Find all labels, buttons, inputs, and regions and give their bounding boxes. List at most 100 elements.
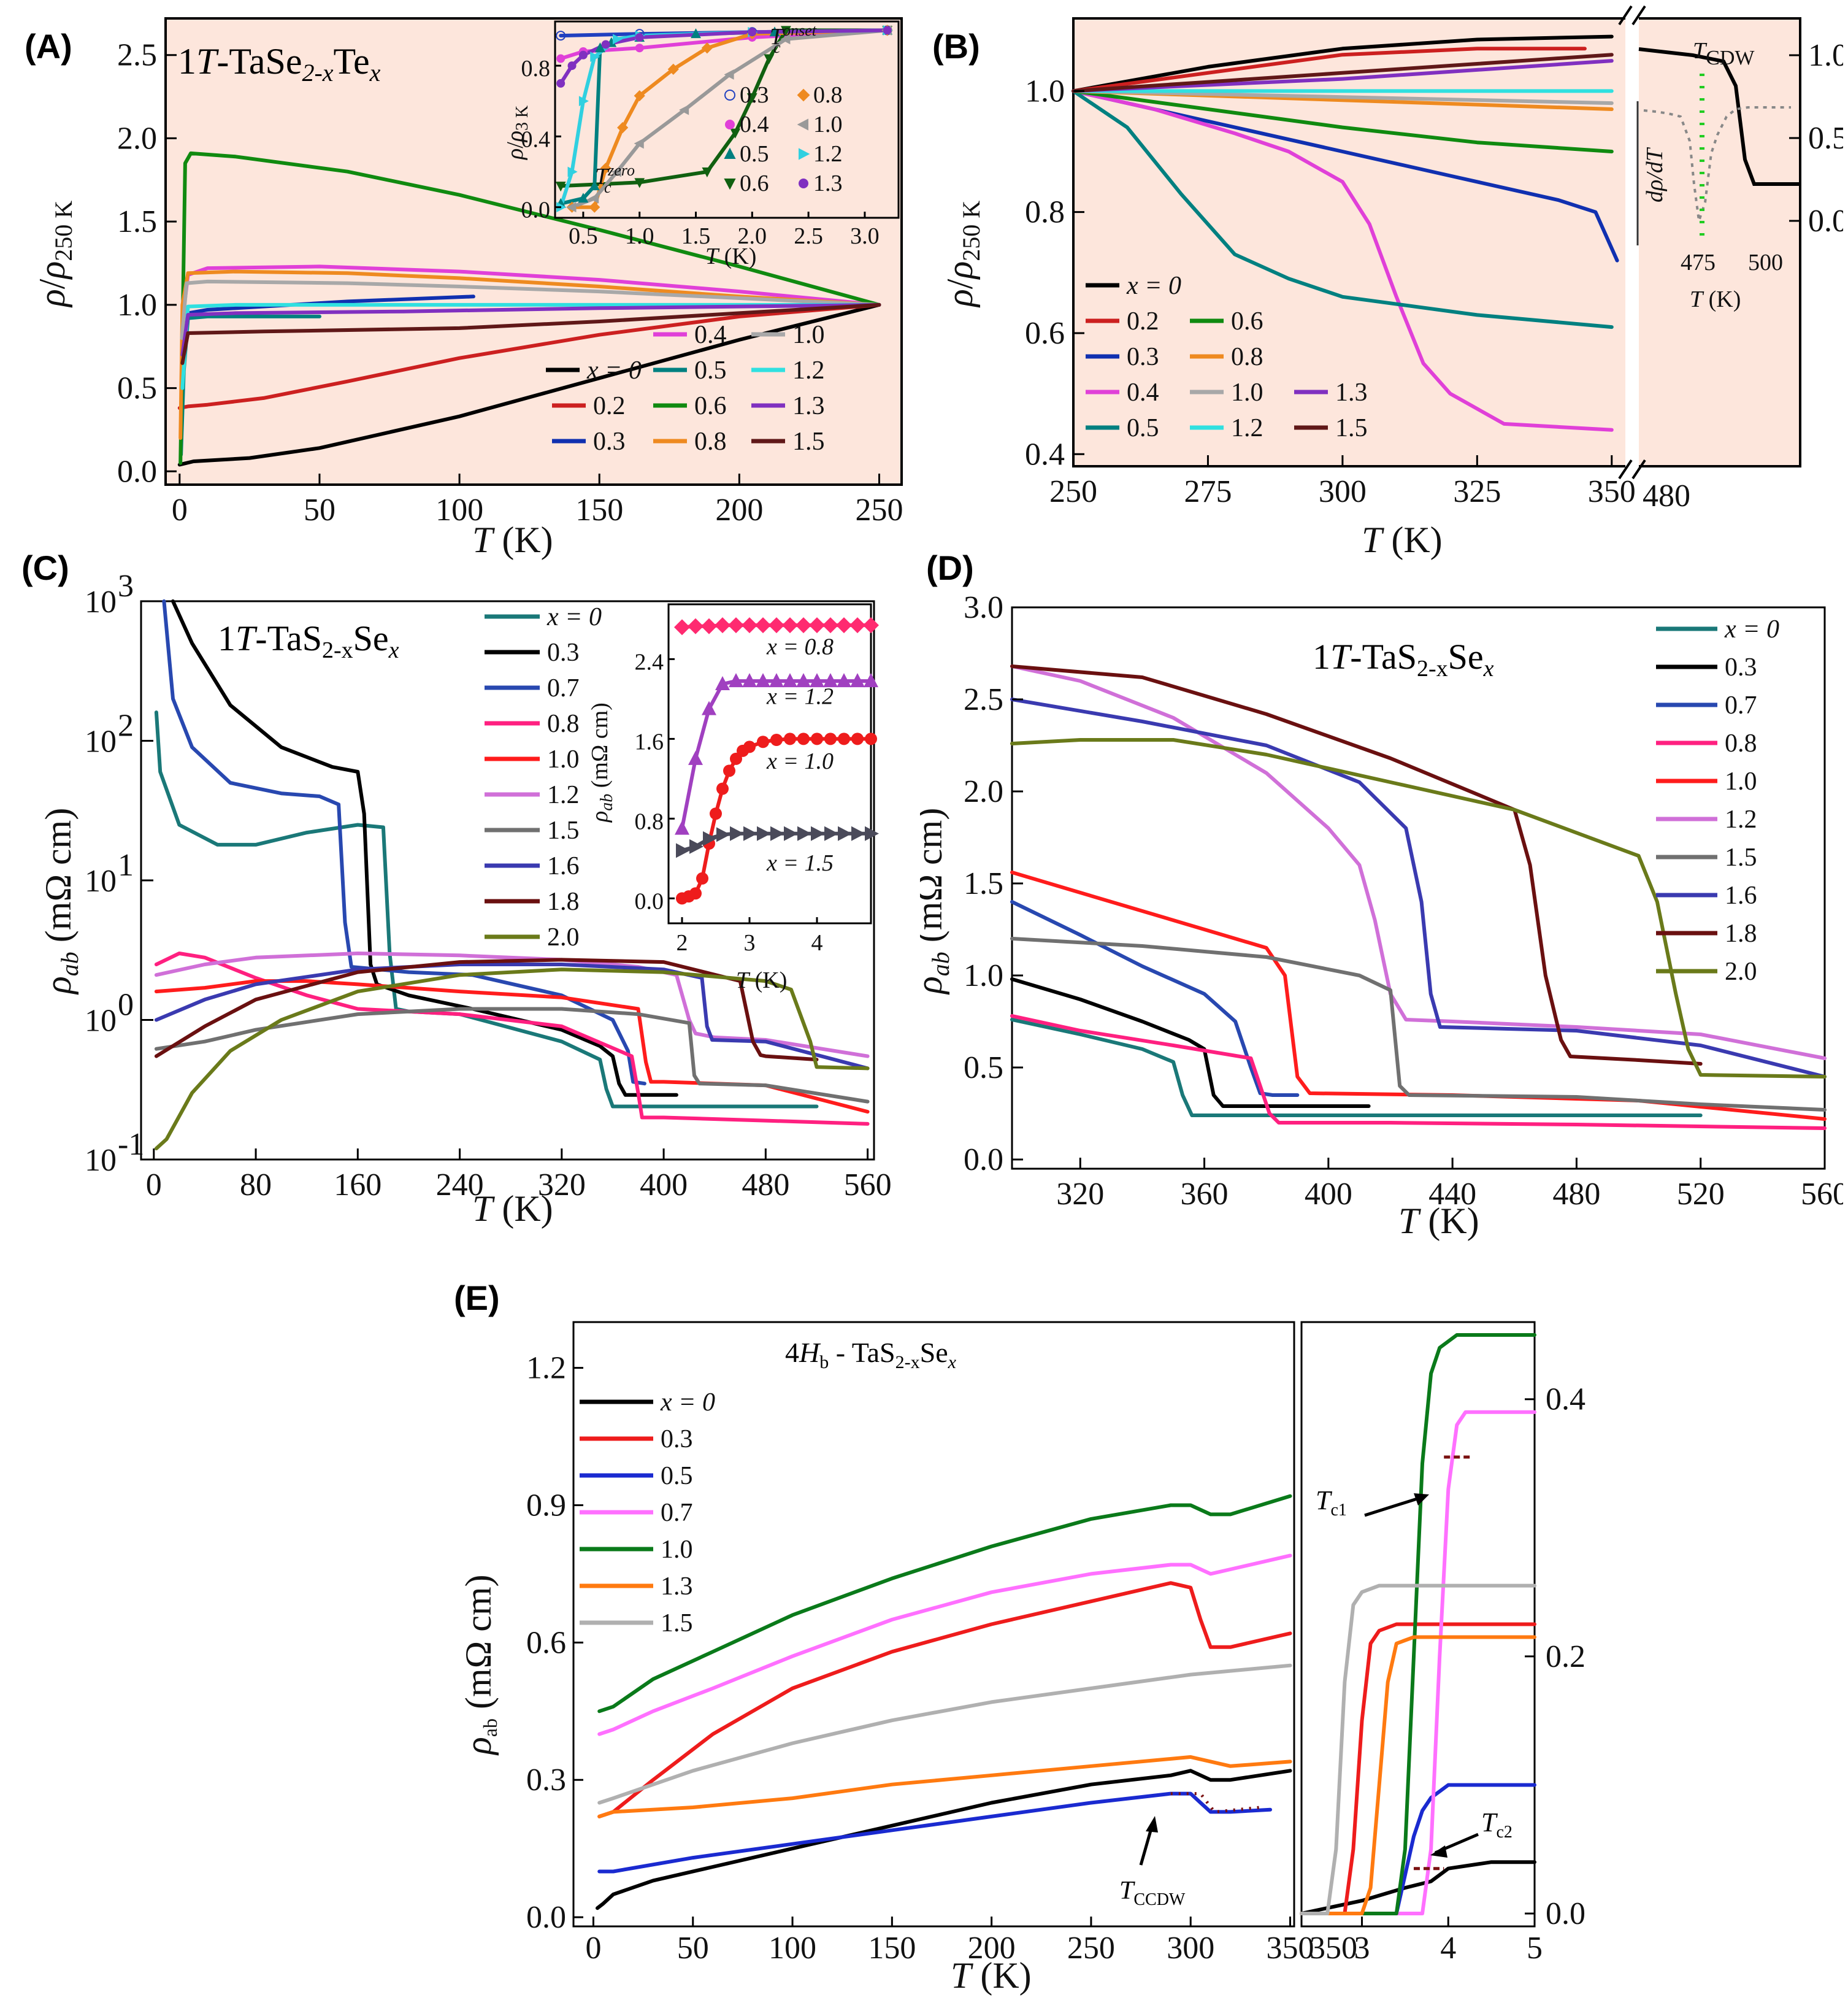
panel-c-inset-data-point [769, 673, 784, 688]
panel-c-inset-data-point [784, 733, 796, 745]
panel-a-inset-series-line [559, 28, 889, 188]
panel-b-xtick-break: 480 [1643, 479, 1690, 513]
panel-d-legend-label: 1.8 [1725, 920, 1757, 948]
panel-e-xtick-label: 350 [1267, 1931, 1314, 1966]
panel-b-series-line [1072, 89, 1614, 432]
panel-c-inset-data-point [769, 617, 784, 634]
panel-c-legend-label: 0.8 [547, 710, 580, 738]
panel-d-xtick-label: 480 [1552, 1177, 1600, 1212]
panel-b-ylabel: ρ/ρ250 K [940, 201, 985, 308]
panel-c-inset-data-point [838, 733, 850, 745]
panel-a-ytick-label: 2.5 [117, 38, 157, 73]
panel-c-series-line [154, 1007, 870, 1104]
panel-c-inset-data-point [757, 736, 769, 748]
panel-c-inset-data-point [716, 782, 729, 795]
panel-c-ytick-exponent: -1 [118, 1127, 144, 1162]
panel-e-legend: x = 0 0.3 0.5 0.7 1.0 1.3 1.5 [580, 1388, 715, 1637]
panel-e-legend-label: x = 0 [660, 1388, 715, 1417]
panel-c-inset-data-point [770, 734, 783, 746]
panel-b-ytick-label: 0.6 [1025, 316, 1065, 351]
panel-a-inset-data-point [589, 180, 600, 191]
panel-c-inset-ytick-label: 1.6 [635, 729, 664, 755]
panel-e-right-series-line [1300, 1622, 1536, 1915]
panel-b-series-line [1072, 59, 1614, 93]
panel-a-inset-data-point [595, 42, 605, 53]
panel-a-inset-legend-label: 1.0 [813, 112, 843, 137]
panel-a-series-line [180, 279, 881, 340]
panel-a-legend-label: 0.3 [593, 428, 626, 456]
panel-e-legend-label: 1.3 [661, 1572, 693, 1601]
panel-c-inset-data-point [755, 617, 771, 634]
panel-d-series-line [1010, 937, 1827, 1112]
panel-e-right-xtick-label: 5 [1527, 1931, 1543, 1966]
panel-c-inset-data-point [756, 673, 770, 688]
panel-c-inset-data-point [729, 673, 743, 688]
panel-c-inset-data-point [838, 826, 852, 841]
panel-c-inset-data-point [850, 673, 865, 688]
panel-c-legend-label: 2.0 [547, 923, 580, 952]
panel-e-series-line [596, 1769, 1292, 1910]
panel-c-xtick-label: 240 [436, 1167, 484, 1202]
panel-c-series-line [162, 599, 646, 1086]
panel-a-label: (A) [25, 27, 72, 66]
panel-e-legend-label: 1.5 [661, 1609, 693, 1637]
panel-b-series-line [1072, 47, 1587, 93]
panel-b-legend-label: 1.0 [1231, 379, 1263, 407]
panel-e-xtick-label: 250 [1067, 1931, 1115, 1966]
panel-a-inset-data-point [589, 201, 600, 213]
panel-c-inset-data-point [796, 673, 811, 688]
panel-a-inset-data-point [702, 167, 713, 178]
panel-e-legend-label: 0.5 [661, 1462, 693, 1490]
panel-e-xtick-label: 0 [585, 1931, 601, 1966]
panel-d-title: 1T-TaS2-xSex [1313, 637, 1494, 682]
panel-c-label: (C) [21, 548, 69, 587]
panel-b-xlabel: T (K) [1362, 520, 1443, 560]
panel-a-inset-data-point [612, 34, 623, 45]
panel-c-inset-series-label: x = 1.5 [766, 850, 834, 876]
panel-b-legend-label: 0.4 [1127, 379, 1159, 407]
panel-a-inset-ylabel: ρ/ρ3 K [502, 106, 532, 160]
panel-a-inset-legend-data-point [799, 148, 810, 160]
panel-b-legend-label: 1.5 [1335, 414, 1368, 442]
panel-d-series-line [1010, 664, 1703, 1066]
panel-e-tc2-label: Tc2 [1481, 1807, 1513, 1842]
panel-c-inset-data-point [822, 617, 838, 634]
panel-a-inset-data-point [566, 202, 577, 213]
panel-d-xtick-label: 520 [1677, 1177, 1725, 1212]
panel-a-inset-data-point [634, 90, 645, 102]
panel-c-legend-label: 0.7 [547, 674, 580, 702]
panel-a-inset-data-point [724, 69, 734, 80]
panel-c-inset-data-point [676, 843, 690, 858]
panel-c-inset-data-point [688, 750, 703, 765]
panel-a-inset-data-point [600, 163, 612, 174]
panel-b-legend-label: 1.3 [1335, 379, 1368, 407]
panel-e-ytick-label: 0.9 [526, 1488, 566, 1523]
panel-a-series-line [178, 151, 881, 465]
panel-e-label: (E) [454, 1279, 500, 1317]
panel-e-right-series-line [1300, 1333, 1536, 1915]
panel-a-inset-legend-label: 1.2 [813, 141, 843, 167]
panel-c-inset-series-label: x = 1.2 [766, 684, 834, 710]
panel-c-inset-xtick-label: 3 [744, 930, 756, 956]
panel-a-inset-legend-data-point [724, 90, 735, 101]
panel-b-xtick-label: 250 [1049, 474, 1097, 509]
panel-c-legend-label: 1.2 [547, 781, 580, 809]
panel-c-inset-data-point [715, 676, 730, 690]
panel-c-series-line [154, 963, 870, 1071]
panel-a-legend-label: 0.2 [593, 392, 626, 420]
panel-e-xlabel: T (K) [951, 1955, 1032, 1996]
panel-a-legend-label: 1.3 [792, 392, 825, 420]
panel-e-right-series-line [1300, 1583, 1536, 1915]
panel-c-ytick-exponent: 3 [118, 569, 134, 604]
panel-e-right-series-line [1300, 1635, 1536, 1915]
panel-b-xtick-label: 275 [1184, 474, 1232, 509]
panel-b-inset: TCDW 475 500 T (K) dρ/dT [1636, 38, 1791, 312]
panel-c-inset-data-point [823, 673, 838, 688]
panel-b-series-line [1072, 53, 1614, 93]
panel-a-inset-data-point [567, 61, 577, 71]
panel-a-xtick-label: 50 [304, 493, 335, 528]
panel-c-xtick-label: 80 [240, 1167, 272, 1202]
panel-b-inset-ylabel: dρ/dT [1642, 147, 1668, 202]
panel-a-series-line [180, 302, 881, 365]
panel-c-inset-data-point [836, 617, 852, 634]
